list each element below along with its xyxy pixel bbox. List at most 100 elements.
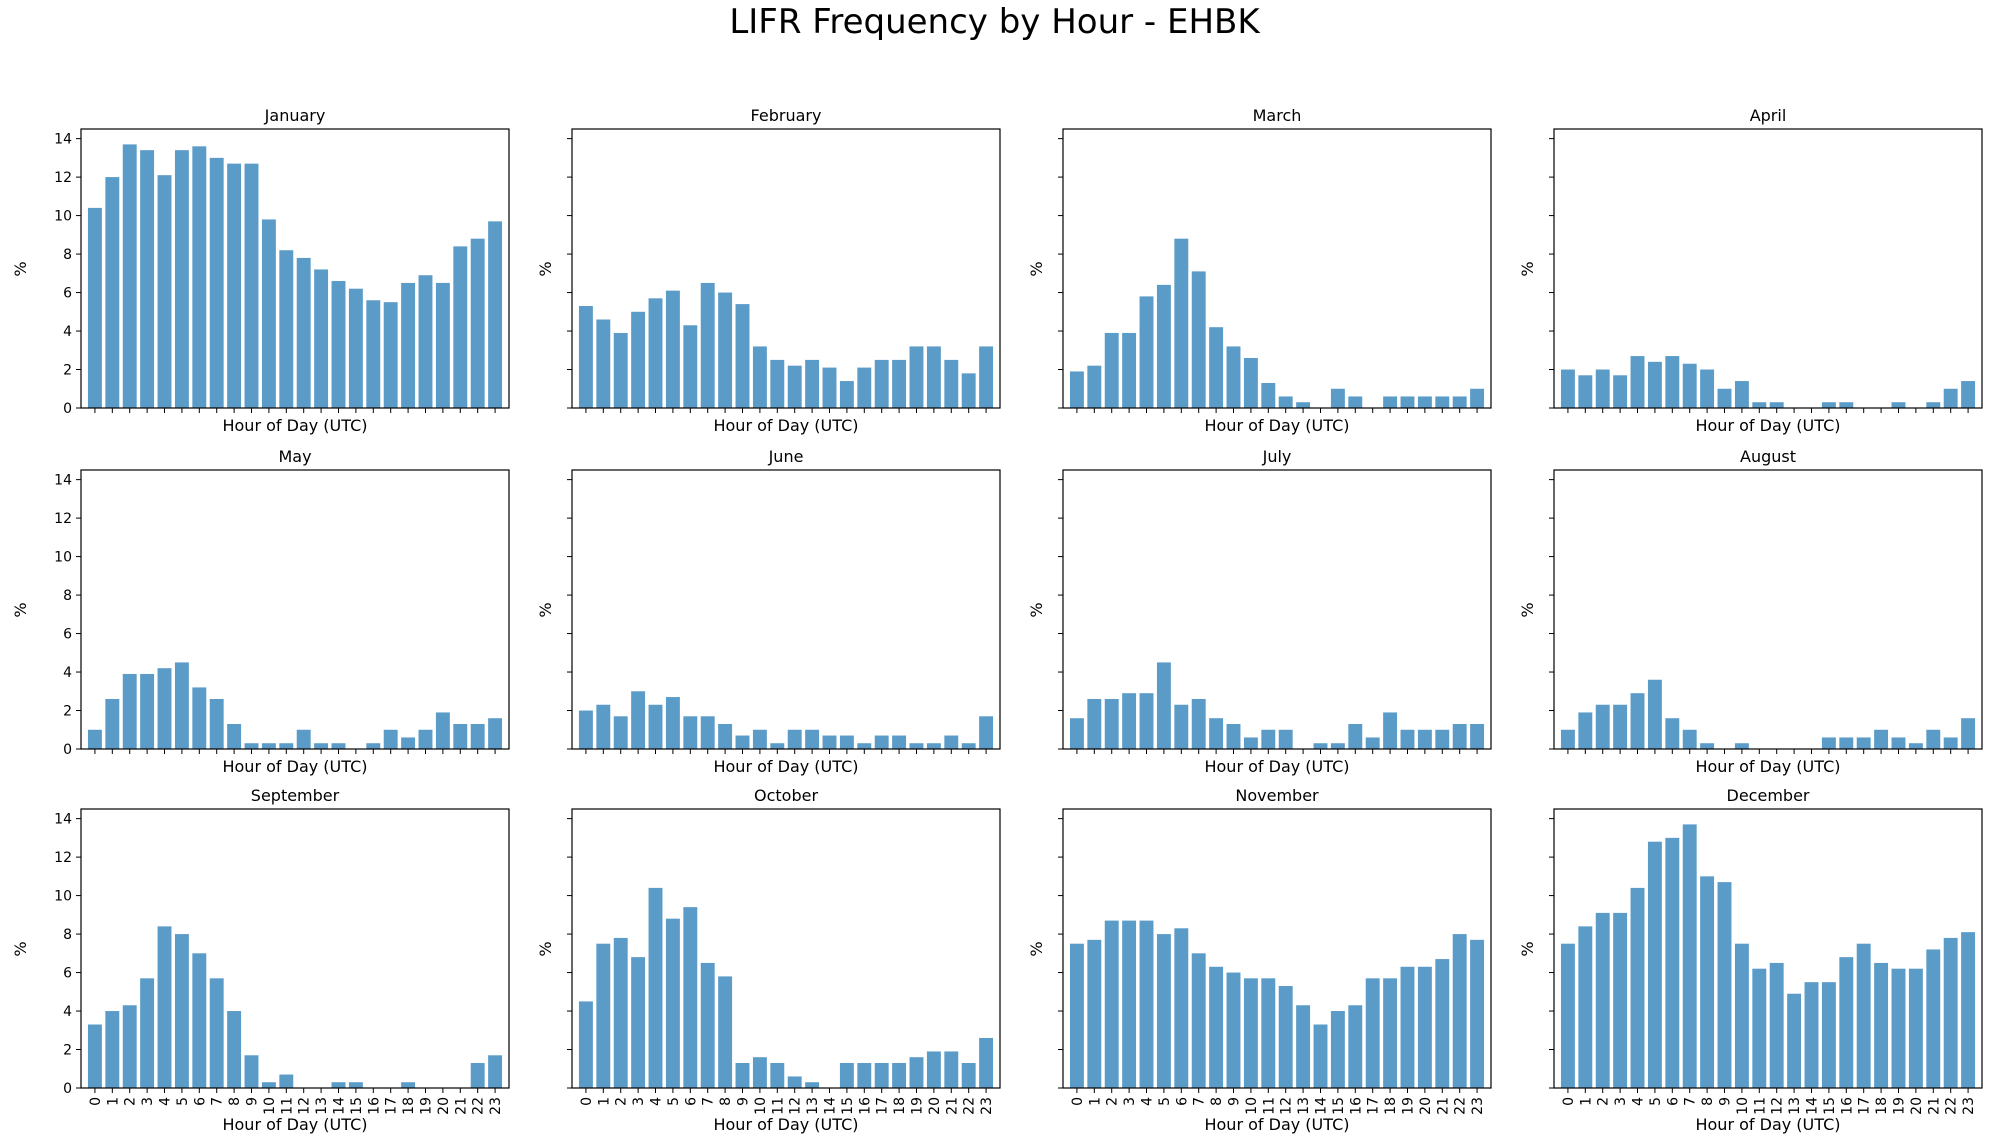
bar xyxy=(1243,737,1258,749)
bar xyxy=(1452,934,1467,1088)
x-tick-label: 11 xyxy=(279,1097,295,1115)
bar xyxy=(1752,402,1767,408)
bar xyxy=(1700,743,1715,749)
axes-frame xyxy=(571,128,1001,409)
bar xyxy=(613,332,628,408)
x-tick-label: 2 xyxy=(614,1097,630,1106)
bar xyxy=(1734,943,1749,1088)
bar xyxy=(279,1074,294,1088)
bar xyxy=(1665,718,1680,749)
bar xyxy=(1400,396,1415,408)
bar xyxy=(192,146,207,408)
bar xyxy=(596,704,611,749)
bar xyxy=(1874,729,1889,749)
x-tick-label: 12 xyxy=(788,1097,804,1115)
bar xyxy=(383,729,398,749)
bar xyxy=(418,275,433,408)
x-tick-label: 11 xyxy=(1752,1097,1768,1115)
bar xyxy=(1174,704,1189,749)
y-axis-label: % xyxy=(1518,602,1537,617)
x-tick-label: 8 xyxy=(1209,1097,1225,1106)
bar xyxy=(174,150,189,409)
bar xyxy=(839,735,854,749)
y-tick-label: 10 xyxy=(54,209,72,225)
bar xyxy=(787,729,802,749)
x-tick-label: 19 xyxy=(1891,1097,1907,1115)
bar xyxy=(700,282,715,408)
x-tick-label: 4 xyxy=(1140,1097,1156,1106)
x-tick-label: 9 xyxy=(1718,1097,1734,1106)
bar xyxy=(1296,1005,1311,1088)
x-tick-label: 19 xyxy=(1400,1097,1416,1115)
bar xyxy=(140,978,155,1088)
bar xyxy=(1435,396,1450,408)
bar xyxy=(192,953,207,1088)
y-tick-label: 0 xyxy=(63,1081,72,1097)
bar xyxy=(648,704,663,749)
y-tick-label: 14 xyxy=(54,132,72,148)
bar xyxy=(1700,876,1715,1088)
x-tick-label: 22 xyxy=(471,1097,487,1115)
bar xyxy=(1348,723,1363,749)
bar xyxy=(244,1055,259,1088)
bar xyxy=(1069,371,1084,408)
bar xyxy=(874,1062,889,1088)
bar xyxy=(1578,375,1593,408)
bar xyxy=(488,718,503,749)
bar xyxy=(227,723,242,749)
x-tick-label: 11 xyxy=(770,1097,786,1115)
x-tick-label: 9 xyxy=(1227,1097,1243,1106)
bar xyxy=(805,729,820,749)
y-tick-label: 6 xyxy=(63,286,72,302)
x-axis-label: Hour of Day (UTC) xyxy=(1204,416,1349,435)
bar xyxy=(348,1082,363,1088)
x-tick-label: 7 xyxy=(1683,1097,1699,1106)
bar xyxy=(470,238,485,408)
x-tick-label: 5 xyxy=(1157,1097,1173,1106)
x-axis-label: Hour of Day (UTC) xyxy=(713,416,858,435)
bar xyxy=(805,359,820,408)
x-tick-label: 2 xyxy=(1596,1097,1612,1106)
bar xyxy=(1961,718,1976,749)
bar xyxy=(1613,912,1628,1088)
x-tick-label: 1 xyxy=(1578,1097,1594,1106)
x-tick-label: 3 xyxy=(1613,1097,1629,1106)
x-tick-label: 0 xyxy=(579,1097,595,1106)
bar xyxy=(909,743,924,749)
bar xyxy=(296,729,311,749)
bar xyxy=(1400,966,1415,1088)
bar xyxy=(174,662,189,749)
bar xyxy=(418,729,433,749)
bar xyxy=(1926,729,1941,749)
bar xyxy=(944,359,959,408)
x-axis-label: Hour of Day (UTC) xyxy=(222,757,367,776)
x-axis-label: Hour of Day (UTC) xyxy=(713,757,858,776)
bar xyxy=(244,163,259,408)
x-tick-label: 5 xyxy=(1648,1097,1664,1106)
bar xyxy=(926,1051,941,1088)
bar xyxy=(1383,978,1398,1088)
x-axis-label: Hour of Day (UTC) xyxy=(1695,1115,1840,1134)
subplot-october: 0 1 2 3 4 5 6 7 8 9 10 11 12 13 14 15 16 17 18 19 20 21 22 23Oc… xyxy=(536,786,1001,1134)
y-axis-label: % xyxy=(11,602,30,617)
bar xyxy=(366,743,381,749)
bar xyxy=(1630,693,1645,749)
bar xyxy=(1560,943,1575,1088)
bar xyxy=(244,743,259,749)
bar xyxy=(665,697,680,749)
bar xyxy=(105,177,120,408)
bar xyxy=(1278,986,1293,1088)
bar xyxy=(1139,920,1154,1088)
bar xyxy=(1821,737,1836,749)
x-tick-label: 12 xyxy=(297,1097,313,1115)
bar xyxy=(752,729,767,749)
bar xyxy=(1595,704,1610,749)
x-tick-label: 17 xyxy=(875,1097,891,1115)
bar xyxy=(1595,369,1610,408)
bar xyxy=(261,743,276,749)
bar xyxy=(348,288,363,408)
x-tick-label: 7 xyxy=(210,1097,226,1106)
bar xyxy=(683,325,698,408)
x-tick-label: 11 xyxy=(1261,1097,1277,1115)
bar xyxy=(1839,737,1854,749)
